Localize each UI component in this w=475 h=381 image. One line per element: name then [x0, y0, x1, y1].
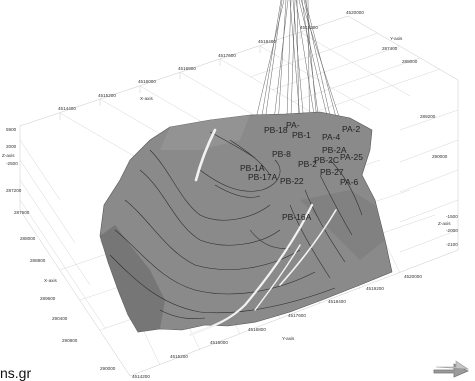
well-label: PB-8 [272, 149, 291, 159]
axis-tick: 4516800 [178, 66, 196, 71]
axis-tick: 4514400 [58, 106, 76, 111]
axis-tick: 288000 [402, 59, 418, 64]
well-label: PB-16A [282, 212, 312, 222]
axis-name: Z-axis [2, 153, 15, 158]
axis-tick: 4520000 [404, 274, 422, 279]
axis-tick: -2500 [6, 161, 18, 166]
axis-ticks-z: 5900 2000 -2500 Z-axis [2, 127, 18, 166]
axis-tick: 289600 [40, 296, 56, 301]
axis-tick: 4516000 [210, 340, 228, 345]
axis-name: Z-axis [438, 221, 451, 226]
well-label: PB-27 [320, 167, 344, 177]
axis-tick: 290800 [62, 338, 78, 343]
axis-tick: 4515200 [98, 93, 116, 98]
site-url-text: ns.gr [0, 365, 32, 381]
axis-ticks-top: 4520000 4519200 4518400 4517600 4516800 … [58, 10, 403, 111]
axis-tick: 290400 [52, 316, 68, 321]
axis-tick: -2000 [446, 228, 458, 233]
axis-tick: 287600 [14, 210, 30, 215]
well-label: PA-6 [340, 177, 359, 187]
axis-name: Y-axis [390, 36, 403, 41]
well-label: PB-17A [248, 172, 278, 182]
fault-traces [188, 128, 337, 337]
axis-tick: 4519200 [300, 25, 318, 30]
well-label: PB-1 [292, 130, 311, 140]
axis-tick: 4517600 [218, 53, 236, 58]
axis-name: X-axis [44, 278, 57, 283]
axis-tick: -2100 [446, 242, 458, 247]
well-label: PA- [286, 120, 300, 130]
well-labels: PA- PB-18 PB-1 PA-2 PA-4 PB-8 PB-1A PB-2… [240, 120, 363, 222]
axis-tick: -1500 [446, 214, 458, 219]
well-label: PA-2 [342, 124, 361, 134]
axis-tick: 288800 [30, 258, 46, 263]
axis-tick: 287200 [6, 188, 22, 193]
surface-model [99, 111, 393, 337]
axis-tick: 2000 [6, 144, 17, 149]
axis-tick: 4520000 [346, 10, 364, 15]
well-label: PB-2A [322, 145, 347, 155]
axis-tick: 4516800 [248, 327, 266, 332]
axis-name: Y-axis [282, 336, 295, 341]
axis-tick: 288000 [20, 236, 36, 241]
axis-ticks-right-upper: 287400 288000 289200 290000 [382, 46, 448, 159]
axis-tick: 289200 [420, 114, 436, 119]
contour-lines [109, 131, 363, 319]
well-label: PB-1A [240, 163, 265, 173]
well-label: PB-2C [314, 155, 339, 165]
axis-tick: 5900 [6, 127, 17, 132]
axis-tick: 290000 [100, 366, 116, 371]
axis-ticks-left: 287200 287600 288000 288800 289600 29040… [6, 188, 116, 371]
well-label: PA-25 [340, 152, 363, 162]
axis-tick: 4517600 [288, 313, 306, 318]
axis-ticks-bottom: 4514200 4515200 4516000 4516800 4517600 … [132, 274, 422, 379]
axis-tick: 287400 [382, 46, 398, 51]
axis-ticks-right-lower: -1500 -2000 -2100 Z-axis [438, 214, 458, 247]
well-label: PB-22 [280, 176, 304, 186]
axis-tick: 4519200 [366, 286, 384, 291]
well-label: PA-4 [322, 132, 341, 142]
axis-name: X-axis [140, 96, 153, 101]
next-arrow-icon[interactable] [432, 358, 470, 378]
axis-tick: 4518400 [258, 39, 276, 44]
well-label: PB-2 [298, 159, 317, 169]
axis-tick: 290000 [432, 154, 448, 159]
axis-tick: 4518400 [328, 299, 346, 304]
axis-tick: 4514200 [132, 374, 150, 379]
axis-tick: 4516000 [138, 79, 156, 84]
axis-tick: 4515200 [170, 354, 188, 359]
well-label: PB-18 [264, 125, 288, 135]
